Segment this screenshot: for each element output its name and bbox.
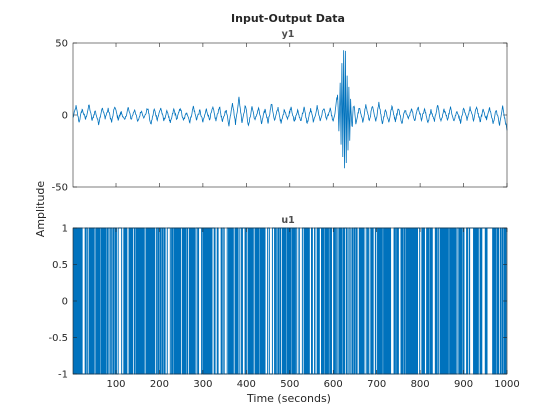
u1-xtick-label: 1000 [494,379,519,390]
y1-signal-line [72,50,508,169]
u1-xtick-label: 700 [367,379,386,390]
u1-ytick-label: 1 [62,224,68,235]
subplot-u1-axes [72,227,508,375]
u1-xtick-label: 500 [280,379,299,390]
u1-xtick-label: 100 [106,379,125,390]
u1-xtick-label: 300 [193,379,212,390]
u1-xtick-label: 600 [324,379,343,390]
u1-ytick-label: 0 [62,297,68,308]
u1-ytick-label: 0.5 [52,260,68,271]
x-axis-label: Time (seconds) [246,392,331,405]
u1-ytick-label: -0.5 [48,333,68,344]
u1-signal-line [72,227,507,375]
y1-ytick-label: 50 [55,39,68,50]
y-axis-label: Amplitude [34,181,47,238]
u1-ytick-label: -1 [58,370,68,381]
y1-ytick-label: -50 [52,183,68,194]
u1-xtick-label: 800 [411,379,430,390]
subplot-u1: -1 -0.5 0 0.5 1 100 200 300 400 500 600 700 800 900 10… [48,224,519,391]
u1-xtick-label: 900 [454,379,473,390]
subplot-y1-title: y1 [282,29,295,40]
subplot-y1-axes [72,42,508,188]
y1-ytick-label: 0 [62,111,68,122]
u1-xtick-label: 400 [237,379,256,390]
u1-xtick-label: 200 [150,379,169,390]
subplot-y1: -50 0 50 [52,39,508,194]
figure-title: Input-Output Data [231,12,345,25]
subplot-u1-title: u1 [281,215,294,226]
